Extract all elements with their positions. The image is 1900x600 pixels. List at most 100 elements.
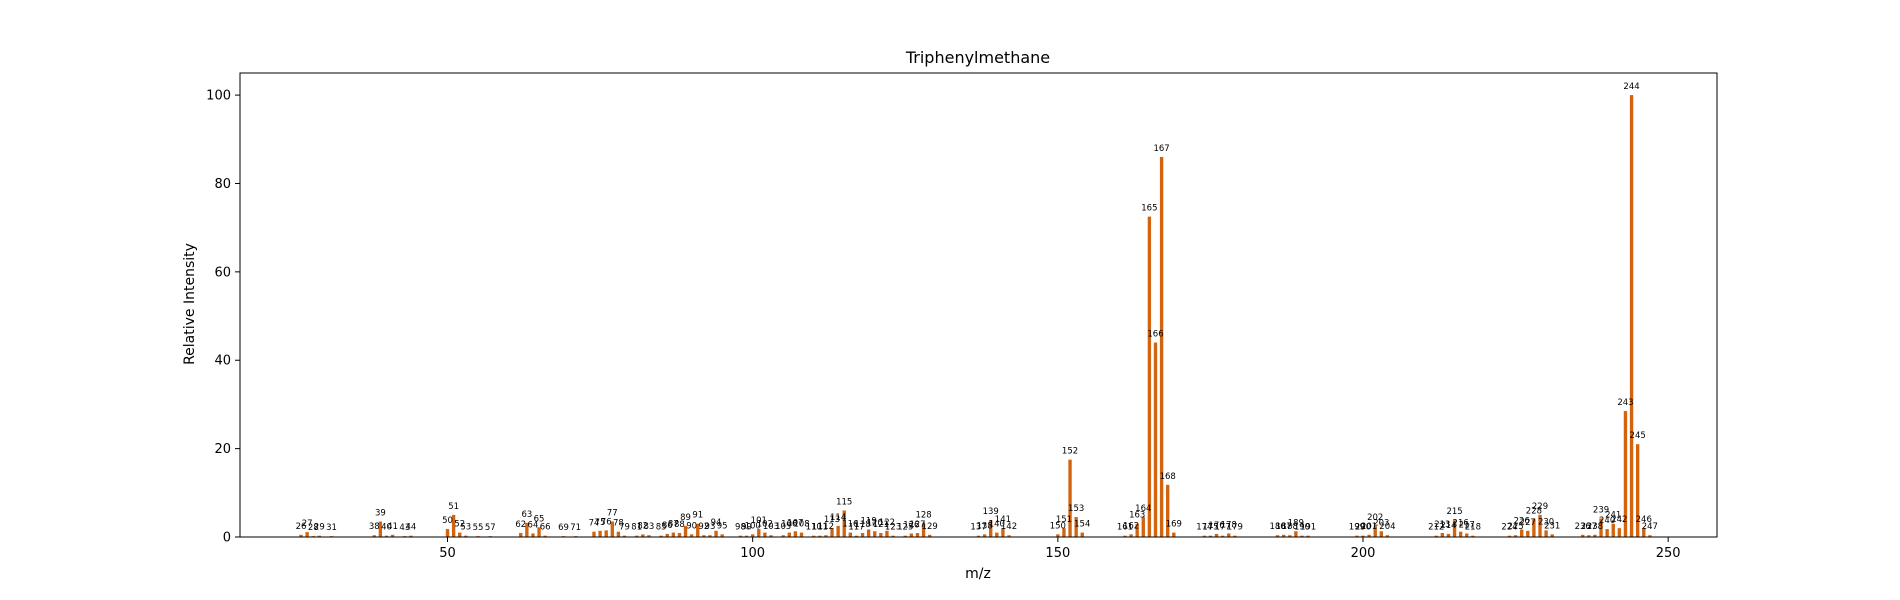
bar-mz-39 [378,521,383,537]
bar-mz-92 [702,535,706,537]
data-label-mz-152: 152 [1062,447,1078,457]
data-label-mz-189: 189 [1288,518,1304,528]
data-label-mz-121: 121 [873,520,889,530]
bar-mz-128 [921,523,926,537]
bar-mz-151 [1062,528,1066,537]
data-label-mz-106: 106 [781,520,797,530]
bar-mz-105 [781,535,785,537]
data-label-mz-212: 212 [1428,523,1444,533]
bar-mz-231 [1550,534,1554,537]
bar-mz-169 [1172,532,1176,537]
data-label-mz-201: 201 [1361,522,1377,532]
bar-mz-112 [824,535,828,537]
bar-mz-51 [451,514,456,537]
data-label-mz-95: 95 [717,521,728,531]
bar-mz-238 [1593,534,1597,537]
data-label-mz-94: 94 [711,518,722,528]
data-label-mz-103: 103 [763,522,779,532]
data-label-mz-191: 191 [1300,523,1316,533]
data-label-mz-127: 127 [909,520,925,530]
data-label-mz-188: 188 [1282,522,1298,532]
bar-mz-227 [1526,530,1530,537]
bar-mz-225 [1513,535,1518,537]
bar-mz-186 [1275,535,1280,537]
bar-mz-187 [1281,534,1286,537]
data-label-mz-123: 123 [885,523,901,533]
data-label-mz-79: 79 [619,523,630,533]
data-label-mz-176: 176 [1208,521,1224,531]
data-label-mz-226: 226 [1514,516,1530,526]
data-label-mz-139: 139 [983,507,999,517]
bar-mz-216 [1458,531,1463,537]
y-tick-label-40: 40 [214,354,231,369]
data-label-mz-120: 120 [867,518,883,528]
bar-mz-99 [744,535,749,537]
data-label-mz-111: 111 [812,523,828,533]
data-label-mz-240: 240 [1599,516,1615,526]
data-label-mz-230: 230 [1538,517,1554,527]
data-label-mz-87: 87 [668,520,679,530]
data-label-mz-140: 140 [989,520,1005,530]
bar-mz-125 [903,535,907,537]
bar-mz-239 [1599,518,1603,537]
data-label-mz-85: 85 [656,523,667,533]
bar-mz-214 [1446,533,1451,537]
bar-mz-118 [860,533,865,537]
data-label-mz-174: 174 [1196,523,1212,533]
data-label-mz-177: 177 [1215,523,1231,533]
y-tick-label-80: 80 [214,177,231,192]
data-label-mz-52: 52 [454,520,465,530]
bar-mz-29 [317,535,322,537]
bar-mz-90 [689,534,694,537]
data-label-mz-202: 202 [1367,513,1383,523]
bar-mz-81 [635,535,639,537]
bar-mz-242 [1617,528,1622,537]
bar-mz-116 [848,532,853,537]
data-label-mz-110: 110 [806,523,822,533]
bar-mz-241 [1611,523,1615,537]
data-label-mz-99: 99 [741,523,752,533]
data-label-mz-29: 29 [314,523,325,533]
data-label-mz-199: 199 [1349,523,1365,533]
bar-mz-44 [409,535,413,537]
bar-mz-127 [915,533,920,537]
data-label-mz-169: 169 [1166,520,1182,530]
data-label-mz-77: 77 [607,509,618,519]
bar-mz-117 [854,535,859,537]
data-label-mz-100: 100 [745,521,761,531]
data-label-mz-204: 204 [1379,522,1395,532]
data-label-mz-119: 119 [861,516,877,526]
bar-mz-63 [525,522,529,537]
bar-mz-110 [812,535,816,537]
data-label-mz-167: 167 [1153,144,1169,154]
data-label-mz-113: 113 [824,515,840,525]
bar-mz-123 [891,535,895,537]
bar-mz-108 [799,532,804,537]
data-label-mz-51: 51 [448,502,459,512]
data-label-mz-215: 215 [1446,507,1462,517]
data-label-mz-75: 75 [595,518,606,528]
data-label-mz-179: 179 [1227,523,1243,533]
data-label-mz-63: 63 [521,510,532,520]
bar-mz-87 [671,532,676,537]
data-label-mz-231: 231 [1544,521,1560,531]
data-label-mz-162: 162 [1123,521,1139,531]
data-label-mz-55: 55 [473,523,484,533]
bar-mz-139 [989,520,993,537]
bar-mz-203 [1379,531,1383,537]
data-label-mz-200: 200 [1355,523,1371,533]
bar-mz-163 [1135,523,1139,537]
data-label-mz-163: 163 [1129,511,1145,521]
bar-mz-88 [677,533,682,537]
y-axis-label: Relative Intensity [182,243,198,365]
bar-mz-164 [1141,517,1145,537]
bar-mz-65 [537,527,541,537]
bar-mz-213 [1440,533,1445,537]
plot-frame [239,72,1718,538]
data-label-mz-168: 168 [1160,472,1176,482]
bar-mz-229 [1538,514,1542,537]
bar-mz-138 [982,534,987,537]
data-label-mz-26: 26 [296,522,307,532]
bar-mz-121 [879,533,883,537]
